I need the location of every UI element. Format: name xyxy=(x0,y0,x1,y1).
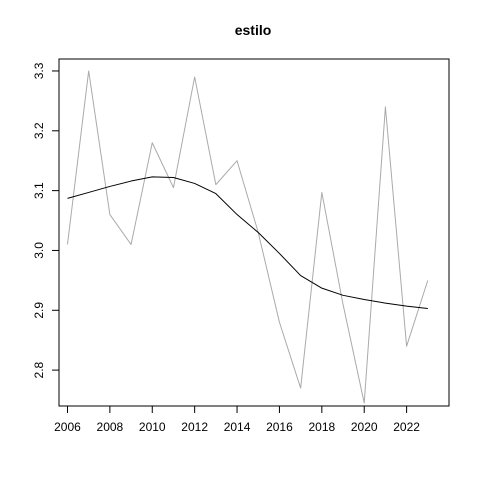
x-tick-label: 2010 xyxy=(139,420,166,434)
y-tick-label: 2.9 xyxy=(32,302,46,319)
x-tick-label: 2020 xyxy=(351,420,378,434)
y-axis: 2.8 2.9 3.0 3.1 3.2 3.3 xyxy=(32,62,60,378)
y-tick-label: 3.3 xyxy=(32,62,46,79)
x-tick-label: 2006 xyxy=(54,420,81,434)
x-tick-label: 2008 xyxy=(97,420,124,434)
plot-frame xyxy=(58,58,450,407)
series-layer xyxy=(66,70,429,404)
x-tick-label: 2016 xyxy=(266,420,293,434)
y-tick-label: 3.0 xyxy=(32,242,46,259)
y-tick-label: 2.8 xyxy=(32,361,46,378)
x-tick-label: 2022 xyxy=(393,420,420,434)
chart-title: estilo xyxy=(235,22,272,38)
x-tick-label: 2012 xyxy=(181,420,208,434)
y-tick-label: 3.1 xyxy=(32,182,46,199)
x-axis: 2006 2008 2010 2012 2014 2016 2018 2020 2022 xyxy=(54,405,420,434)
series-line-raw xyxy=(66,70,429,404)
x-tick-label: 2014 xyxy=(224,420,251,434)
x-tick-label: 2018 xyxy=(308,420,335,434)
y-tick-label: 3.2 xyxy=(32,122,46,139)
series-line-smoothed xyxy=(67,176,428,309)
